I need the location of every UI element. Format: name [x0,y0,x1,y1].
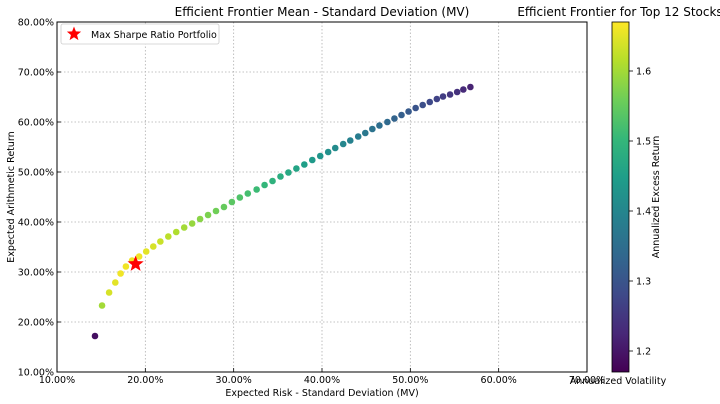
x-tick-label: 30.00% [216,375,252,386]
frontier-point [316,152,324,160]
frontier-point [361,129,369,137]
y-tick-label: 60.00% [18,118,54,129]
frontier-point [460,86,467,93]
colorbar-ticks: 1.2 1.3 1.4 1.5 1.6 [629,67,651,358]
frontier-point [122,263,130,270]
frontier-point [301,161,308,168]
plot-area-frame [56,21,588,373]
frontier-point [91,332,99,340]
frontier-point [172,228,180,236]
frontier-point [331,144,339,152]
frontier-point [135,253,143,260]
frontier-point [391,115,398,122]
frontier-point [446,91,454,98]
frontier-point [467,83,474,91]
legend-box [60,23,220,45]
frontier-point [157,238,164,245]
frontier-point [339,140,347,148]
max-sharpe-marker-group [127,255,144,271]
colorbar-overlap-label: Annualized Volatility [570,376,667,387]
legend-star-icon [66,26,82,41]
x-tick-label: 50.00% [392,375,428,386]
frontier-point [293,165,300,172]
frontier-point [117,270,124,277]
chart-title: Efficient Frontier Mean - Standard Devia… [175,5,470,19]
frontier-point [165,233,172,240]
frontier-point [354,133,362,140]
frontier-point [180,224,188,231]
frontier-point [204,211,212,219]
frontier-point [405,108,412,115]
y-axis-label: Expected Arithmetic Return [6,131,17,262]
frontier-point [98,302,106,309]
frontier-point [269,177,276,185]
frontier-point [244,190,252,197]
x-tick-label: 70.00% [569,375,605,386]
frontier-point [369,125,376,133]
frontier-point [196,215,204,223]
x-tick-label: 10.00% [39,375,75,386]
frontier-point [412,104,419,112]
frontier-point [439,93,447,100]
frontier-point [112,279,119,286]
frontier-point [285,169,292,176]
legend: Max Sharpe Ratio Portfolio [60,23,220,45]
max-sharpe-star [127,255,144,271]
grid-lines [57,22,587,372]
x-tick-label: 60.00% [481,375,517,386]
colorbar-tick-label: 1.6 [636,67,651,78]
frontier-point [453,88,461,96]
frontier-point [433,95,441,103]
y-tick-label: 80.00% [18,18,54,29]
colorbar-tick-label: 1.2 [636,347,651,358]
frontier-point [105,289,113,296]
y-tick-label: 20.00% [18,318,54,329]
x-tick-label: 20.00% [127,375,163,386]
frontier-point [149,243,157,250]
figure-title: Efficient Frontier for Top 12 Stocks [517,5,720,19]
colorbar-tick-label: 1.4 [636,207,651,218]
frontier-point [376,122,383,129]
y-tick-label: 30.00% [18,268,54,279]
frontier-point [426,98,434,106]
scatter-points [91,83,474,340]
frontier-point [308,156,316,164]
y-tick-label: 50.00% [18,168,54,179]
legend-label: Max Sharpe Ratio Portfolio [91,30,217,41]
colorbar [611,21,630,373]
axis-ticks: 10.00% 20.00% 30.00% 40.00% 50.00% 60.00% 70.0… [18,18,605,387]
frontier-point [324,148,332,156]
colorbar-tick-label: 1.5 [636,137,651,148]
x-axis-label: Expected Risk - Standard Deviation (MV) [225,388,418,399]
frontier-point [188,220,196,227]
frontier-point [419,101,427,109]
frontier-point [253,186,260,193]
y-tick-label: 10.00% [18,368,54,379]
y-tick-label: 70.00% [18,68,54,79]
y-tick-label: 40.00% [18,218,54,229]
frontier-point [228,198,236,206]
frontier-point [384,118,391,126]
frontier-point [277,173,284,180]
frontier-point [142,248,150,255]
x-tick-label: 40.00% [304,375,340,386]
frontier-point [261,181,268,189]
colorbar-label: Annualized Excess Return [651,136,662,259]
frontier-point [220,203,228,211]
frontier-point [212,207,220,215]
frontier-point [398,111,405,119]
colorbar-tick-label: 1.3 [636,277,651,288]
frontier-point [346,137,354,144]
frontier-point [236,194,244,201]
